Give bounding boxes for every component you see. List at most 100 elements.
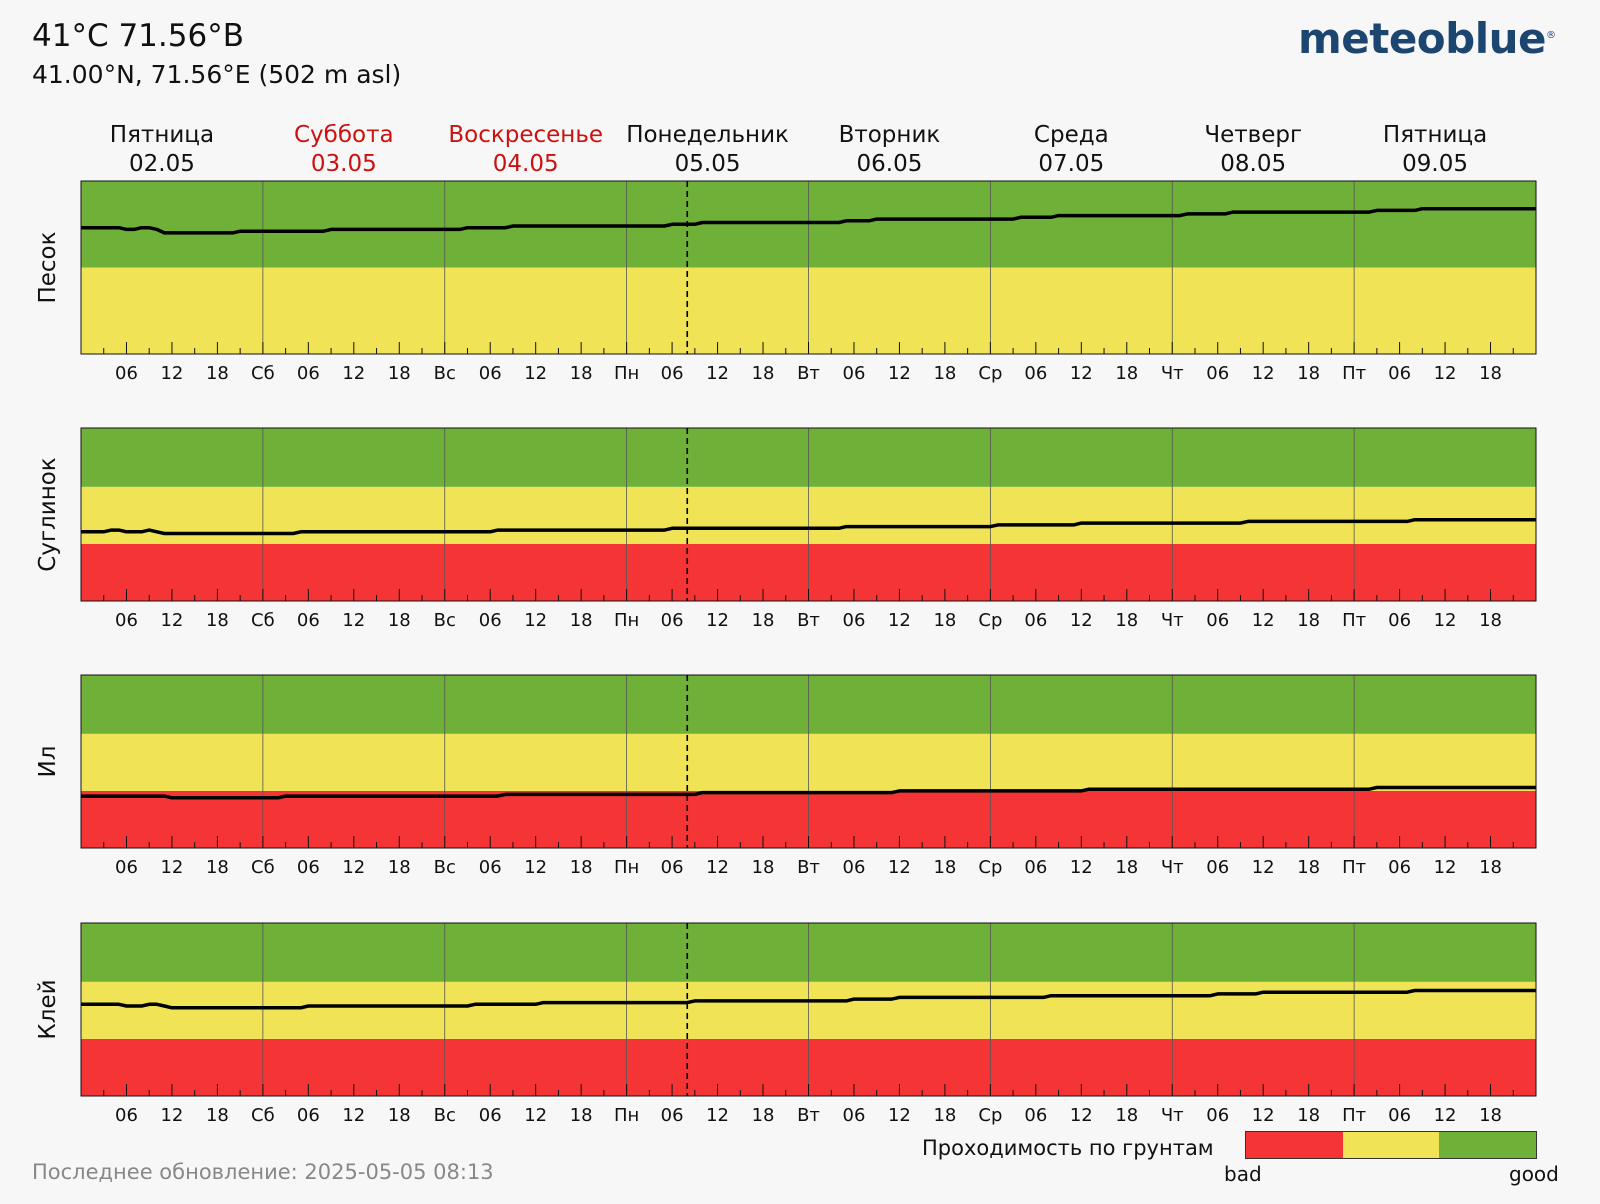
x-tick-label: 12 (1070, 857, 1093, 878)
x-tick-label: 06 (1206, 857, 1229, 878)
x-tick-label: 18 (1115, 363, 1138, 384)
x-tick-label: Вт (797, 857, 820, 878)
x-tick-label: 18 (1115, 1105, 1138, 1126)
x-tick-label: 18 (933, 857, 956, 878)
x-tick-label: 12 (160, 857, 183, 878)
x-tick-label: Вт (797, 610, 820, 631)
x-tick-label: 12 (1434, 610, 1457, 631)
location-subtitle: 41.00°N, 71.56°E (502 m asl) (32, 60, 402, 89)
x-tick-label: 12 (706, 1105, 729, 1126)
legend-bad-label: bad (1224, 1162, 1262, 1186)
legend-bad-swatch (1246, 1132, 1343, 1158)
panel-label: Суглинок (35, 457, 61, 572)
x-tick-label: 06 (661, 610, 684, 631)
day-name-label: Пятница (110, 122, 214, 148)
x-tick-label: 18 (752, 610, 775, 631)
x-tick-label: 18 (933, 610, 956, 631)
x-tick-label: 06 (1024, 363, 1047, 384)
x-tick-label: Пн (614, 610, 639, 631)
x-tick-label: 18 (1297, 857, 1320, 878)
x-tick-label: 18 (1115, 610, 1138, 631)
x-tick-label: 12 (524, 610, 547, 631)
x-tick-label: 12 (706, 610, 729, 631)
x-tick-label: 06 (1388, 363, 1411, 384)
x-tick-label: 06 (1024, 857, 1047, 878)
x-tick-label: 12 (160, 363, 183, 384)
x-tick-label: 12 (342, 363, 365, 384)
x-tick-label: 06 (479, 857, 502, 878)
x-tick-label: 06 (115, 1105, 138, 1126)
x-tick-label: Пт (1342, 1105, 1366, 1126)
x-tick-label: 18 (1479, 363, 1502, 384)
x-tick-label: 18 (206, 363, 229, 384)
x-tick-label: Пт (1342, 363, 1366, 384)
x-tick-label: 12 (1434, 1105, 1457, 1126)
day-name-label: Пятница (1383, 122, 1487, 148)
x-tick-label: Чт (1161, 610, 1184, 631)
x-tick-label: 06 (479, 363, 502, 384)
trafficability-line (81, 517, 1536, 536)
x-tick-label: 06 (1206, 610, 1229, 631)
logo-registered-mark: ® (1546, 30, 1556, 41)
x-tick-label: 12 (888, 1105, 911, 1126)
x-tick-label: 12 (1070, 610, 1093, 631)
day-name-label: Вторник (839, 122, 941, 148)
x-tick-label: 18 (752, 857, 775, 878)
x-tick-label: Вс (434, 1105, 456, 1126)
day-name-label: Среда (1034, 122, 1109, 148)
x-tick-label: Вс (434, 857, 456, 878)
x-tick-label: Ср (978, 610, 1002, 631)
x-tick-label: 06 (843, 610, 866, 631)
legend-good-swatch (1439, 1132, 1537, 1158)
last-update-text: Последнее обновление: 2025-05-05 08:13 (32, 1160, 494, 1184)
x-tick-label: 18 (206, 610, 229, 631)
day-name-label: Суббота (294, 122, 394, 148)
x-tick-label: 18 (1479, 610, 1502, 631)
x-tick-label: Чт (1161, 1105, 1184, 1126)
x-tick-label: 06 (661, 363, 684, 384)
x-tick-label: Чт (1161, 363, 1184, 384)
x-tick-label: 12 (524, 363, 547, 384)
day-date-label: 02.05 (129, 151, 195, 177)
x-tick-label: 12 (1070, 363, 1093, 384)
day-date-label: 06.05 (857, 151, 923, 177)
x-tick-label: Пн (614, 1105, 639, 1126)
x-tick-label: 06 (843, 1105, 866, 1126)
x-tick-label: 12 (524, 857, 547, 878)
x-tick-label: 12 (888, 857, 911, 878)
panel-label: Песок (35, 231, 61, 303)
day-name-label: Воскресенье (448, 122, 603, 148)
x-tick-label: 18 (570, 1105, 593, 1126)
x-tick-label: 06 (297, 610, 320, 631)
day-date-label: 03.05 (311, 151, 377, 177)
x-tick-label: 12 (1252, 857, 1275, 878)
x-tick-label: 12 (1434, 363, 1457, 384)
x-tick-label: Сб (251, 363, 275, 384)
x-tick-label: 06 (297, 363, 320, 384)
x-tick-label: Вс (434, 610, 456, 631)
x-tick-label: 06 (115, 363, 138, 384)
x-tick-label: 06 (1388, 610, 1411, 631)
trafficability-line (81, 988, 1536, 1010)
x-tick-label: 12 (1252, 1105, 1275, 1126)
x-tick-label: 18 (206, 857, 229, 878)
x-tick-label: 12 (706, 363, 729, 384)
page-title: 41°C 71.56°B (32, 18, 244, 54)
x-tick-label: 18 (388, 363, 411, 384)
x-tick-label: 12 (1070, 1105, 1093, 1126)
x-tick-label: Ср (978, 857, 1002, 878)
day-name-label: Понедельник (626, 122, 789, 148)
x-tick-label: 12 (1434, 857, 1457, 878)
x-tick-label: Пн (614, 857, 639, 878)
logo-text: meteoblue (1298, 14, 1547, 63)
day-date-label: 04.05 (493, 151, 559, 177)
x-tick-label: 18 (570, 363, 593, 384)
x-tick-label: Вт (797, 363, 820, 384)
panel-label: Клей (35, 979, 61, 1039)
panel-label: Ил (35, 746, 61, 778)
trafficability-line (81, 206, 1536, 235)
meteoblue-logo[interactable]: meteoblue® (1298, 14, 1556, 63)
day-name-label: Четверг (1204, 122, 1302, 148)
x-tick-label: 12 (888, 363, 911, 384)
x-tick-label: 18 (933, 1105, 956, 1126)
